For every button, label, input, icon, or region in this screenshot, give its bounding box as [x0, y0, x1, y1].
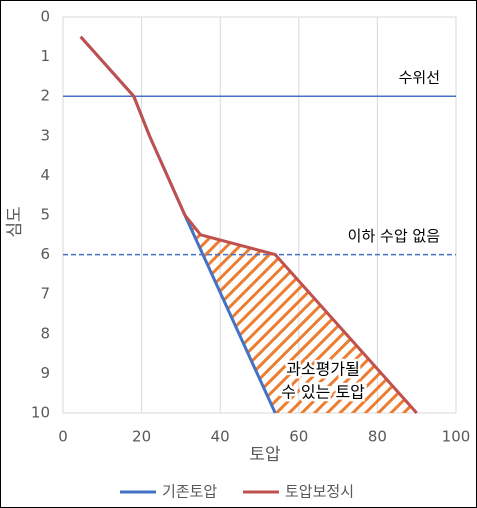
y-axis-title: 심도 [5, 206, 25, 237]
y-tick-label: 9 [40, 364, 50, 382]
x-tick-label: 20 [132, 428, 151, 446]
y-tick-label: 2 [40, 87, 50, 105]
x-tick-label: 80 [368, 428, 387, 446]
y-tick-label: 10 [31, 404, 50, 422]
y-tick-label: 8 [40, 324, 50, 342]
reference-label: 이하 수압 없음 [348, 227, 440, 245]
x-tick-label: 0 [58, 428, 68, 446]
legend-label: 기존토압 [162, 483, 217, 501]
annotation: 과소평가될 [286, 360, 360, 379]
x-tick-label: 100 [442, 428, 471, 446]
y-tick-label: 3 [40, 126, 50, 144]
hatched-area [184, 215, 417, 413]
y-tick-label: 6 [40, 245, 50, 263]
x-tick-label: 40 [211, 428, 230, 446]
line-series [79, 35, 418, 414]
y-tick-label: 1 [40, 47, 50, 65]
y-tick-label: 0 [40, 8, 50, 26]
y-tick-label: 7 [40, 285, 50, 303]
y-tick-label: 4 [40, 166, 50, 184]
annotation: 수 있는 토압 [281, 383, 365, 402]
x-tick-label: 60 [289, 428, 308, 446]
x-axis-title: 토압 [249, 445, 281, 465]
y-tick-label: 5 [40, 206, 50, 224]
legend-label: 토압보정시 [285, 483, 354, 501]
reference-label: 수위선 [399, 69, 440, 87]
